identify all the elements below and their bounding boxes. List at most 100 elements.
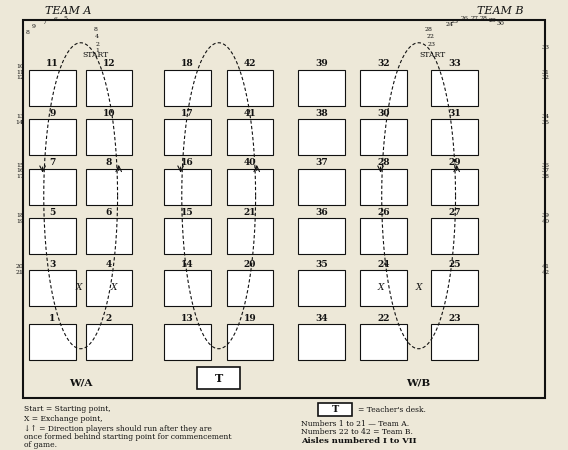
Text: 29: 29 <box>448 158 461 167</box>
Bar <box>29 270 76 306</box>
Text: 23: 23 <box>448 314 461 323</box>
Text: 23: 23 <box>428 42 436 47</box>
Text: 38: 38 <box>315 109 328 118</box>
Text: 34: 34 <box>315 314 328 323</box>
Text: 10: 10 <box>16 64 24 69</box>
Text: 7: 7 <box>42 20 47 25</box>
Bar <box>431 324 478 360</box>
Text: 9: 9 <box>32 24 36 30</box>
Bar <box>431 119 478 155</box>
Text: 22: 22 <box>427 34 435 40</box>
Text: 14: 14 <box>181 260 194 269</box>
Text: 28: 28 <box>480 16 488 22</box>
Text: 27: 27 <box>471 16 479 22</box>
Text: 3: 3 <box>49 260 56 269</box>
Text: 11: 11 <box>46 59 59 68</box>
Text: 38: 38 <box>541 174 549 180</box>
Text: 10: 10 <box>103 109 115 118</box>
Text: 17: 17 <box>16 174 24 180</box>
Bar <box>360 119 407 155</box>
Text: 28: 28 <box>377 158 390 167</box>
Text: 28: 28 <box>425 27 433 32</box>
Text: 12: 12 <box>16 75 24 80</box>
Text: 40: 40 <box>244 158 256 167</box>
Text: 36: 36 <box>541 163 549 168</box>
Bar <box>86 70 132 106</box>
Bar <box>164 169 211 205</box>
Text: 9: 9 <box>49 109 56 118</box>
Bar <box>298 218 345 254</box>
Text: 39: 39 <box>315 59 328 68</box>
Bar <box>86 324 132 360</box>
Text: 15: 15 <box>16 163 24 168</box>
Bar <box>298 169 345 205</box>
Bar <box>29 218 76 254</box>
Text: 4: 4 <box>106 260 112 269</box>
Text: Aisles numbered I to VII: Aisles numbered I to VII <box>301 437 416 446</box>
Bar <box>29 324 76 360</box>
Bar <box>164 119 211 155</box>
Text: 2: 2 <box>106 314 112 323</box>
Bar <box>431 70 478 106</box>
Text: 7: 7 <box>49 158 56 167</box>
Text: 37: 37 <box>315 158 328 167</box>
Bar <box>360 324 407 360</box>
Text: 25: 25 <box>448 260 461 269</box>
Text: = Teacher's desk.: = Teacher's desk. <box>358 405 425 414</box>
Text: 15: 15 <box>181 208 194 217</box>
Bar <box>431 169 478 205</box>
Text: 22: 22 <box>377 314 390 323</box>
Bar <box>360 270 407 306</box>
Bar <box>318 403 352 416</box>
Bar <box>227 324 273 360</box>
Text: 31: 31 <box>541 69 549 75</box>
Text: T: T <box>332 405 339 414</box>
Text: TEAM A: TEAM A <box>45 6 91 16</box>
Text: X: X <box>110 283 117 292</box>
Text: 32: 32 <box>541 75 549 80</box>
Bar <box>360 70 407 106</box>
Text: START: START <box>82 51 108 59</box>
Text: 42: 42 <box>541 270 549 275</box>
Text: 18: 18 <box>16 212 24 218</box>
Text: Start = Starting point,: Start = Starting point, <box>24 405 111 413</box>
Text: START: START <box>420 51 446 59</box>
Text: 31: 31 <box>448 109 461 118</box>
Bar <box>227 270 273 306</box>
Bar <box>360 218 407 254</box>
Text: 8: 8 <box>106 158 112 167</box>
Text: of game.: of game. <box>24 441 57 449</box>
Text: 17: 17 <box>181 109 194 118</box>
Text: 41: 41 <box>541 264 549 269</box>
Bar <box>298 70 345 106</box>
Text: 6: 6 <box>106 208 112 217</box>
Text: TEAM B: TEAM B <box>477 6 523 16</box>
Text: 26: 26 <box>461 16 469 22</box>
Text: once formed behind starting point for commencement: once formed behind starting point for co… <box>24 433 231 441</box>
Bar <box>86 119 132 155</box>
Text: 39: 39 <box>541 212 549 218</box>
Text: 29: 29 <box>489 18 497 23</box>
Text: 16: 16 <box>181 158 194 167</box>
Text: T: T <box>215 373 223 383</box>
Text: 35: 35 <box>315 260 328 269</box>
Text: 19: 19 <box>16 219 24 224</box>
Bar <box>227 119 273 155</box>
Text: 4: 4 <box>95 34 99 40</box>
Bar <box>227 218 273 254</box>
Bar <box>29 119 76 155</box>
Text: Numbers 1 to 21 — Team A.: Numbers 1 to 21 — Team A. <box>301 420 409 428</box>
Text: 13: 13 <box>181 314 194 323</box>
Text: 27: 27 <box>448 208 461 217</box>
Bar <box>360 169 407 205</box>
Text: 35: 35 <box>541 120 549 125</box>
Bar <box>29 70 76 106</box>
Text: 24: 24 <box>377 260 390 269</box>
Text: W/A: W/A <box>69 379 93 388</box>
Bar <box>198 367 240 389</box>
Bar <box>298 324 345 360</box>
Bar <box>227 169 273 205</box>
Text: 21: 21 <box>244 208 256 217</box>
Text: 11: 11 <box>16 69 24 75</box>
Text: 18: 18 <box>181 59 194 68</box>
